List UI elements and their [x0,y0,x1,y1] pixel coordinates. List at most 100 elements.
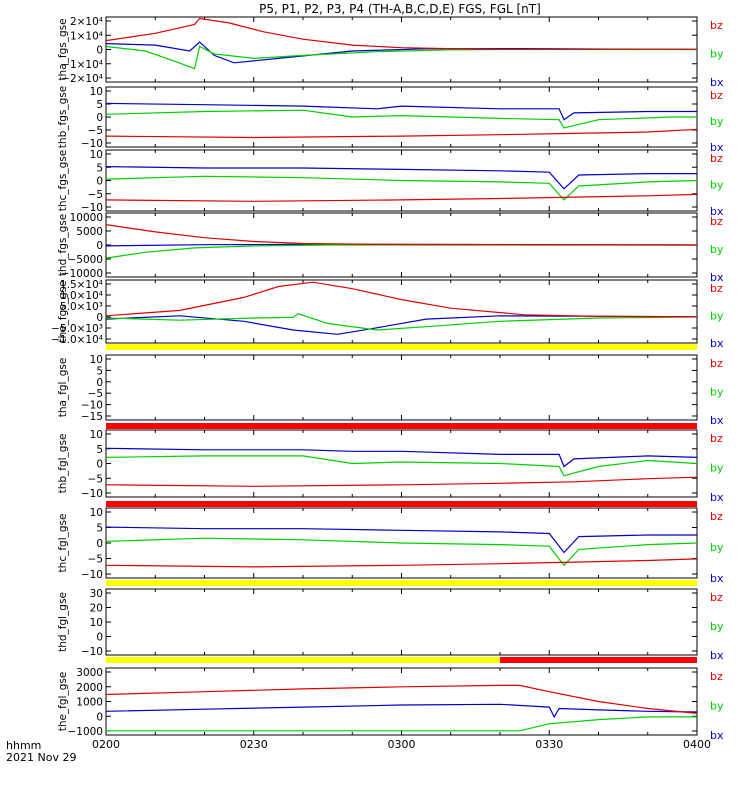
y-tick-label: 5 [96,365,103,377]
y-tick-label: −10 [81,138,103,150]
y-tick-label: −5 [88,125,103,137]
flag-bar-segment [106,344,697,350]
panel-frame [105,86,698,148]
legend-bz: bz [710,19,723,32]
y-axis-label: tha_fgl_gse [57,358,69,418]
y-tick-label: 10 [90,86,103,98]
y-tick-label: 5.0×10³ [60,301,103,313]
flag-bar-segment [106,580,697,586]
y-tick-label: 0 [96,459,103,471]
y-tick-label: −1000 [67,726,103,738]
legend-by: by [710,700,724,713]
y-axis-label: the_fgl_gse [57,672,69,732]
legend-by: by [710,48,724,61]
panel-frame [105,354,698,421]
y-tick-label: −10000 [61,268,103,280]
series-by [105,537,698,567]
panel-frame [105,279,698,344]
time-label-hhmm: hhmm [6,739,41,752]
y-tick-label: 0 [96,538,103,550]
legend-by: by [710,541,724,554]
y-axis-label: thb_fgs_gse [57,86,69,148]
x-tick-label: 0330 [535,738,563,751]
y-axis-label: thd_fgs_gse [57,214,69,276]
series-bx [105,315,698,335]
legend-bx: bx [710,76,724,89]
panel-thc_fgl_gse: 10 5 0 −5 −10 thc_fgl_gse bz by bx [57,507,724,585]
series-bz [105,476,698,487]
flag-bar-segment [106,501,697,507]
y-tick-label: 2×10⁴ [70,16,103,28]
series-bx [105,447,698,468]
panel-frame [105,429,698,498]
y-axis-label: thc_fgl_gse [57,514,69,573]
y-tick-label: 10000 [70,212,103,224]
y-tick-label: −15 [81,411,103,423]
x-tick-label: 0400 [683,738,711,751]
series-bz [105,281,698,318]
legend-bx: bx [710,649,724,662]
y-axis-label: thd_fgl_gse [57,592,69,652]
series-bz [105,684,698,714]
y-tick-label: −5 [88,189,103,201]
panel-thc_fgs_gse: 105 0−5−10 thc_fgs_gse bz by bx [57,149,724,218]
series-bz [105,224,698,246]
y-tick-label: 1.0×10⁴ [60,290,103,302]
x-tick-label: 0300 [388,738,416,751]
legend-bz: bz [710,432,723,445]
y-tick-label: −10 [81,400,103,412]
series-bx [105,102,697,121]
y-tick-label: 0 [96,632,103,644]
y-tick-label: 30 [90,588,103,600]
legend-bx: bx [710,337,724,350]
y-tick-label: −5000 [67,254,103,266]
y-tick-label: −10 [81,569,103,581]
panel-thb_fgl_gse: 10 5 0 −5 −10 thb_fgl_gse bz by bx [57,429,724,504]
y-tick-label: 2000 [76,682,103,694]
y-tick-label: 3000 [76,667,103,679]
y-tick-label: 0 [96,112,103,124]
y-tick-label: 1000 [76,697,103,709]
legend-bx: bx [710,141,724,154]
series-by [105,313,698,331]
y-tick-label: 5 [96,99,103,111]
y-tick-label: 0 [96,176,103,188]
series-by [105,45,697,70]
y-tick-label: 0 [96,45,103,57]
y-tick-label: 10 [90,507,103,519]
y-tick-label: 10 [90,354,103,366]
series-bx [105,703,698,719]
y-tick-label: 10 [90,429,103,441]
y-tick-label: 0 [96,312,103,324]
y-tick-label: −5 [88,473,103,485]
y-tick-label: −5 [88,388,103,400]
x-tick-label: 0230 [240,738,268,751]
legend-bx: bx [710,729,724,742]
legend-by: by [710,386,724,399]
series-bx [105,41,698,64]
legend-bx: bx [710,271,724,284]
legend-by: by [710,179,724,192]
series-by [105,455,698,477]
legend-bz: bz [710,282,723,295]
y-tick-label: 0 [96,377,103,389]
legend-bz: bz [710,89,723,102]
series-bz [105,558,698,568]
y-tick-label: 5000 [76,226,103,238]
legend-by: by [710,620,724,633]
y-tick-label: −10 [81,488,103,500]
flag-bar-segment [500,657,697,663]
series-by [105,244,697,259]
y-tick-label: 5 [96,523,103,535]
y-axis-label: the_fgs_gse [57,280,69,342]
panel-the_fgs_gse: 1.5×10⁴1.0×10⁴5.0×10³0−5.0×10³−1.0×10⁴th… [51,279,724,350]
legend-bx: bx [710,572,724,585]
y-axis-label: thc_fgs_gse [57,150,69,211]
legend-bx: bx [710,205,724,218]
panel-frame [105,588,698,656]
panel-frame [105,667,698,736]
